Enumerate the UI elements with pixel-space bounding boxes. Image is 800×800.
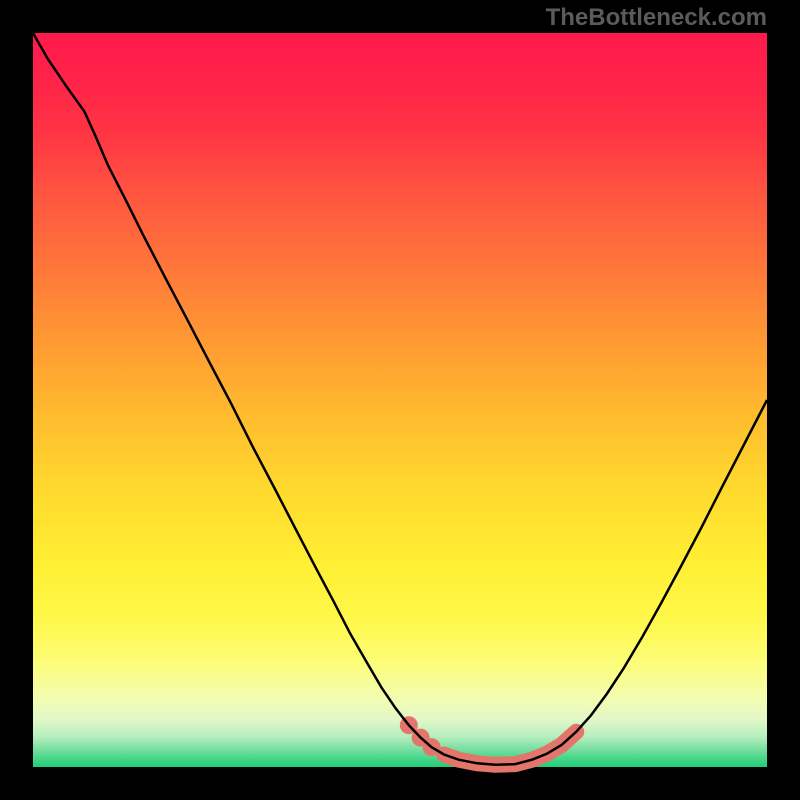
plot-background bbox=[33, 33, 767, 767]
bottleneck-chart bbox=[0, 0, 800, 800]
watermark-text: TheBottleneck.com bbox=[546, 4, 767, 32]
